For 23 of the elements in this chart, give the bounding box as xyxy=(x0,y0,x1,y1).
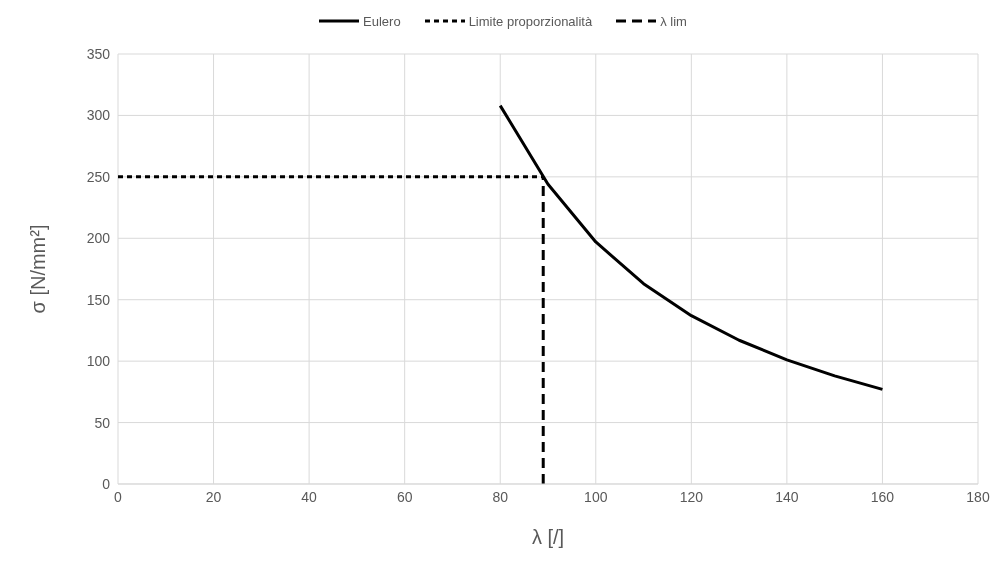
x-tick-label: 80 xyxy=(492,488,509,505)
y-tick-label: 0 xyxy=(102,475,111,492)
y-tick-label: 200 xyxy=(86,230,111,247)
legend-label: Limite proporzionalità xyxy=(468,13,593,29)
y-tick-label: 250 xyxy=(86,168,111,185)
y-tick-label: 300 xyxy=(86,107,111,124)
x-tick-label: 20 xyxy=(205,488,222,505)
x-tick-label: 160 xyxy=(870,488,895,505)
x-tick-label: 180 xyxy=(966,488,990,505)
x-tick-label: 60 xyxy=(396,488,413,505)
x-axis-title: λ [/] xyxy=(531,526,565,548)
y-tick-label: 150 xyxy=(86,291,111,308)
y-tick-label: 100 xyxy=(86,353,111,370)
x-tick-label: 0 xyxy=(114,488,123,505)
legend-label: Eulero xyxy=(363,13,401,29)
legend-label: λ lim xyxy=(660,13,687,29)
x-tick-label: 100 xyxy=(584,488,608,505)
x-tick-label: 120 xyxy=(679,488,704,505)
y-tick-label: 350 xyxy=(86,45,111,62)
y-axis-title: σ [N/mm²] xyxy=(27,224,50,314)
x-tick-label: 140 xyxy=(775,488,799,505)
y-tick-label: 50 xyxy=(94,414,111,431)
x-tick-label: 40 xyxy=(301,488,318,505)
